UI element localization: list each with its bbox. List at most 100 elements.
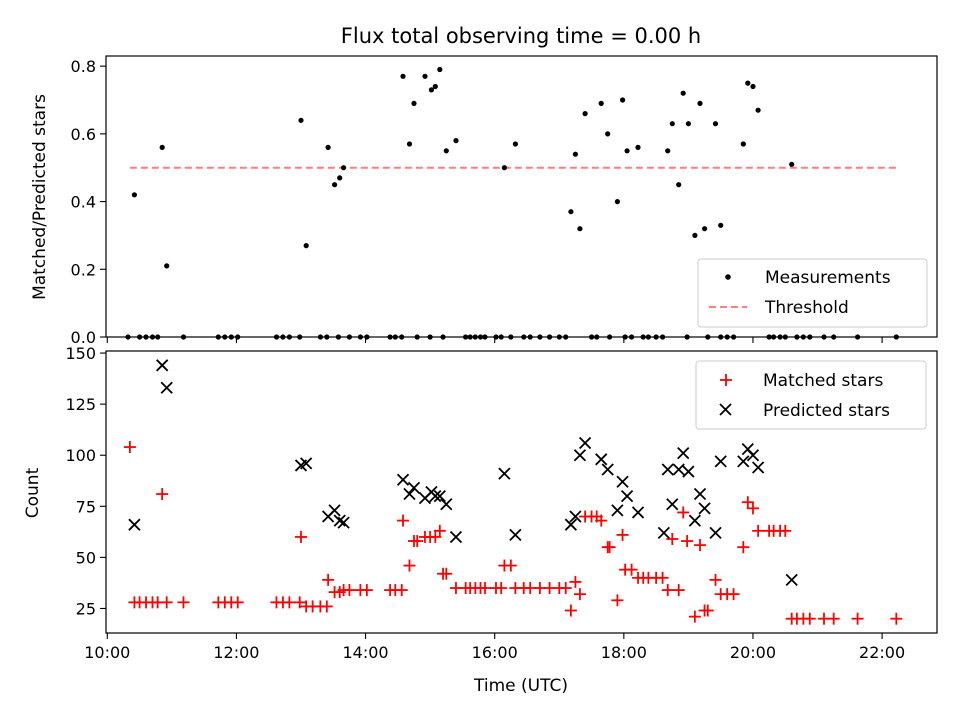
measurement-point (303, 243, 309, 249)
matched-star-marker (156, 488, 169, 501)
predicted-star-marker (709, 526, 722, 540)
measurement-point (131, 192, 137, 198)
matched-star-marker (294, 530, 307, 543)
predicted-star-marker (564, 518, 578, 531)
matched-star-marker (403, 559, 416, 572)
top-plot-marks (125, 66, 899, 340)
measurement-point (582, 111, 588, 117)
measurement-point (605, 131, 611, 137)
measurement-point (680, 90, 686, 96)
measurement-point (432, 83, 438, 90)
measurement-point (400, 73, 406, 79)
matched-star-marker (752, 524, 765, 537)
measurement-point (411, 100, 417, 106)
measurement-point (572, 151, 579, 157)
top-axes-frame (105, 55, 938, 338)
measurement-point (702, 226, 708, 232)
predicted-star-marker (578, 436, 592, 450)
matched-star-marker (360, 584, 373, 597)
predicted-star-marker (611, 504, 624, 517)
measurement-point (164, 263, 170, 269)
measurement-point (755, 107, 761, 113)
bottom-x-tick-label: 14:00 (343, 643, 389, 662)
legend-threshold-label: Threshold (764, 298, 849, 318)
bottom-legend-frame (695, 360, 927, 430)
chart-title: Flux total observing time = 0.00 h (341, 24, 701, 48)
legend-measurements-label: Measurements (765, 268, 891, 288)
bottom-y-axis-label: Count (23, 467, 43, 518)
predicted-star-marker (666, 498, 679, 511)
predicted-star-marker (440, 498, 453, 511)
measurement-point (341, 165, 347, 171)
matched-star-marker (595, 514, 608, 527)
top-x-ticks (106, 337, 883, 343)
matched-star-marker (741, 496, 754, 509)
measurement-point (685, 121, 692, 127)
matched-star-marker (177, 596, 190, 609)
measurement-point (635, 144, 641, 150)
matched-star-marker (429, 530, 442, 543)
top-y-axis-label: Matched/Predicted stars (30, 94, 50, 300)
predicted-star-marker (682, 465, 695, 478)
measurement-point (568, 209, 574, 215)
measurement-point (745, 80, 751, 86)
measurement-point (406, 141, 413, 147)
predicted-star-marker (752, 461, 765, 474)
matched-star-marker (160, 596, 173, 609)
predicted-star-marker (498, 467, 511, 480)
matched-star-marker (746, 502, 759, 515)
predicted-star-marker (156, 359, 169, 372)
top-panel: 0.00.20.40.60.8 Matched/Predicted stars … (30, 55, 938, 347)
measurement-point (750, 83, 756, 90)
measurement-point (789, 161, 795, 167)
measurement-point (512, 141, 519, 147)
matched-star-marker (616, 528, 629, 541)
predicted-star-marker (573, 449, 587, 462)
bottom-y-tick-label: 150 (65, 344, 96, 363)
predicted-star-marker (429, 489, 442, 503)
measurement-point (624, 148, 630, 154)
matched-star-marker (320, 600, 333, 613)
bottom-x-tick-label: 20:00 (730, 643, 776, 662)
matched-star-marker (283, 596, 296, 609)
matched-star-marker (504, 559, 517, 572)
x-axis-label: Time (UTC) (473, 676, 568, 696)
measurement-point (159, 144, 165, 150)
matched-star-marker (603, 541, 616, 554)
matched-star-marker (569, 575, 582, 588)
measurement-point (501, 165, 507, 171)
matched-star-marker (890, 612, 903, 625)
matched-star-marker (625, 563, 638, 576)
measurement-point (337, 175, 343, 181)
predicted-star-marker (677, 447, 690, 460)
predicted-star-marker (657, 526, 671, 540)
matched-star-marker (440, 567, 453, 580)
predicted-star-marker (328, 504, 341, 517)
matched-star-marker (677, 506, 690, 519)
predicted-star-marker (407, 481, 421, 495)
predicted-star-marker (128, 518, 141, 531)
bottom-x-tick-label: 12:00 (213, 643, 259, 662)
matched-star-marker (672, 584, 685, 597)
matched-star-marker (827, 612, 840, 625)
measurement-point (676, 182, 682, 188)
bottom-y-tick-label: 100 (65, 446, 96, 465)
predicted-star-marker (737, 455, 750, 468)
bottom-x-tick-label: 16:00 (472, 643, 518, 662)
bottom-y-tick-label: 125 (65, 395, 96, 414)
matched-star-marker (694, 539, 707, 552)
bottom-axes-frame (105, 350, 938, 634)
predicted-star-marker (601, 463, 614, 476)
measurement-point (325, 144, 331, 150)
measurement-point (422, 73, 428, 79)
measurement-point (665, 148, 671, 154)
legend-predicted-label: Predicted stars (763, 401, 890, 421)
measurement-point (740, 141, 746, 147)
measurement-point (298, 117, 304, 123)
bottom-y-tick-label: 75 (76, 497, 96, 516)
measurement-point (669, 121, 675, 127)
measurement-point (718, 222, 724, 228)
predicted-star-marker (569, 510, 582, 523)
predicted-star-marker (661, 463, 674, 476)
bottom-plot-marks (123, 359, 903, 625)
